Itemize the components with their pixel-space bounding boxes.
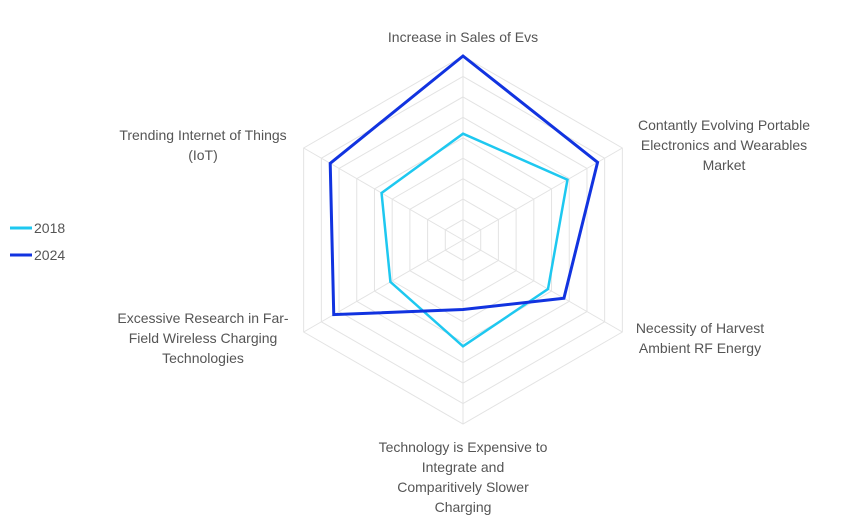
axis-label-line: Charging (435, 499, 492, 515)
axis-label-line: Technologies (162, 350, 244, 366)
axis-label-line: Ambient RF Energy (639, 340, 761, 356)
axis-label-5: Trending Internet of Things (IoT) (119, 127, 286, 163)
axis-labels: Increase in Sales of Evs Contantly Evolvi… (117, 29, 810, 515)
axis-label-4: Excessive Research in Far- Field Wireless… (117, 310, 289, 366)
axis-label-line: Necessity of Harvest (636, 320, 764, 336)
series-2024 (328, 54, 600, 317)
axis-spoke-2 (462, 239, 623, 333)
axis-spoke-4 (303, 239, 464, 333)
axis-label-line: Comparitively Slower (397, 479, 529, 495)
axis-label-0: Increase in Sales of Evs (388, 29, 538, 45)
legend: 2018 2024 (10, 220, 65, 263)
axis-label-line: Field Wireless Charging (129, 330, 278, 346)
radar-grid (303, 55, 623, 425)
axis-label-line: (IoT) (188, 147, 218, 163)
axis-label-1: Contantly Evolving Portable Electronics a… (638, 117, 810, 173)
legend-label-2018: 2018 (34, 220, 65, 236)
axis-label-line: Contantly Evolving Portable (638, 117, 810, 133)
axis-label-line: Integrate and (422, 459, 505, 475)
axis-spoke-5 (303, 147, 464, 241)
legend-label-2024: 2024 (34, 247, 65, 263)
axis-label-line: Increase in Sales of Evs (388, 29, 538, 45)
series-2018 (380, 132, 569, 348)
radar-series (328, 54, 600, 348)
axis-label-line: Trending Internet of Things (119, 127, 286, 143)
axis-label-line: Technology is Expensive to (379, 439, 548, 455)
axis-label-line: Excessive Research in Far- (117, 310, 289, 326)
axis-label-3: Technology is Expensive to Integrate and C… (379, 439, 548, 515)
axis-label-2: Necessity of Harvest Ambient RF Energy (636, 320, 764, 356)
axis-label-line: Electronics and Wearables (641, 137, 807, 153)
axis-label-line: Market (703, 157, 746, 173)
